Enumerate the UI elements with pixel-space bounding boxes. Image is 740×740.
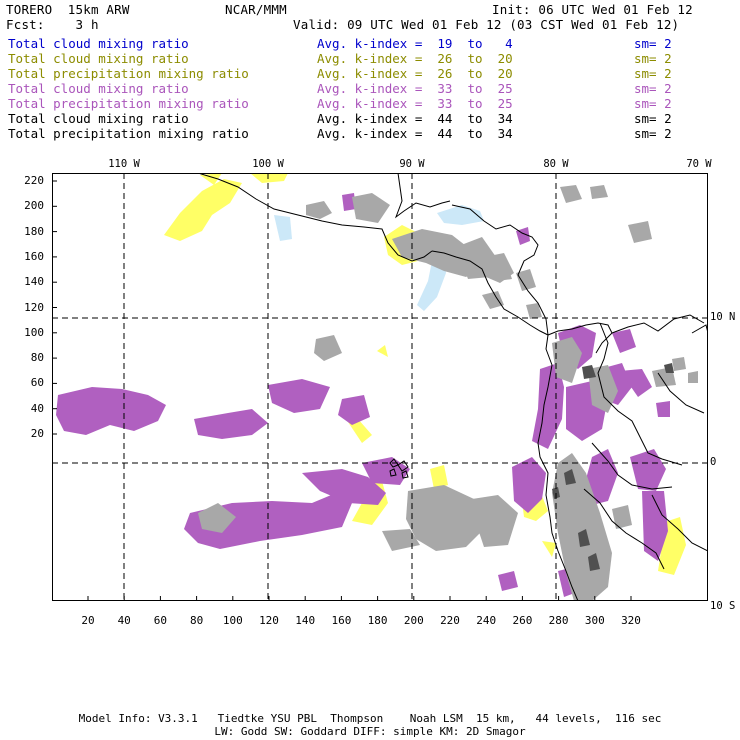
y-tick-label: 60 bbox=[30, 376, 44, 390]
y-tick-label: 100 bbox=[24, 325, 44, 339]
legend-row: Total precipitation mixing ratio Avg. k-i… bbox=[0, 96, 740, 111]
legend-field: Total precipitation mixing ratio bbox=[8, 96, 249, 111]
x-tick-label: 20 bbox=[81, 614, 95, 627]
y-tick-label: 140 bbox=[24, 275, 44, 289]
x-tick-label: 40 bbox=[117, 614, 131, 627]
longitude-label: 70 W bbox=[686, 158, 712, 170]
galapagos-islands bbox=[389, 458, 409, 479]
legend-row: Total cloud mixing ratio Avg. k-index = 4… bbox=[0, 111, 740, 126]
y-tick-label: 220 bbox=[24, 174, 44, 187]
legend-k-index: Avg. k-index = 44 to 34 bbox=[317, 126, 513, 141]
y-tick-label: 20 bbox=[30, 427, 44, 440]
latitude-label: 10 N bbox=[710, 311, 736, 323]
x-tick-label: 180 bbox=[367, 614, 388, 627]
lat-lon-grid bbox=[52, 173, 708, 601]
y-tick-label: 40 bbox=[30, 401, 44, 415]
legend-row: Total cloud mixing ratio Avg. k-index = 2… bbox=[0, 51, 740, 66]
legend-k-index: Avg. k-index = 44 to 34 bbox=[317, 111, 513, 126]
x-tick-label: 140 bbox=[295, 614, 316, 627]
latitude-label: 0 bbox=[710, 456, 717, 468]
model-info-line2: LW: Godd SW: Goddard DIFF: simple KM: 2D… bbox=[214, 725, 526, 738]
forecast-hour: Fcst: 3 h bbox=[6, 17, 99, 32]
legend-smoothing: sm= 2 bbox=[634, 111, 672, 126]
legend-k-index: Avg. k-index = 33 to 25 bbox=[317, 81, 513, 96]
map-frame bbox=[52, 173, 708, 601]
legend-field: Total precipitation mixing ratio bbox=[8, 66, 249, 81]
valid-time: Valid: 09 UTC Wed 01 Feb 12 (03 CST Wed … bbox=[293, 17, 680, 32]
weather-map bbox=[52, 173, 708, 601]
init-time: Init: 06 UTC Wed 01 Feb 12 bbox=[492, 2, 693, 17]
legend-field: Total cloud mixing ratio bbox=[8, 51, 189, 66]
y-tick-label: 200 bbox=[24, 199, 44, 213]
longitude-label: 110 W bbox=[108, 158, 140, 170]
x-tick-label: 300 bbox=[584, 614, 605, 627]
legend-field: Total cloud mixing ratio bbox=[8, 111, 189, 126]
x-tick-label: 220 bbox=[440, 614, 460, 627]
x-tick-label: 320 bbox=[621, 614, 641, 627]
legend-row: Total precipitation mixing ratio Avg. k-i… bbox=[0, 66, 740, 81]
legend-k-index: Avg. k-index = 33 to 25 bbox=[317, 96, 513, 111]
legend-field: Total cloud mixing ratio bbox=[8, 81, 189, 96]
model-info-line1: Model Info: V3.3.1 Tiedtke YSU PBL Thomp… bbox=[78, 712, 662, 725]
x-tick-label: 100 bbox=[222, 614, 243, 627]
legend-smoothing: sm= 2 bbox=[634, 36, 672, 51]
coastlines bbox=[197, 173, 708, 601]
legend-row: Total precipitation mixing ratio Avg. k-i… bbox=[0, 126, 740, 141]
legend-k-index: Avg. k-index = 19 to 4 bbox=[317, 36, 513, 51]
organization-label: NCAR/MMM bbox=[225, 2, 287, 17]
x-tick-label: 260 bbox=[512, 614, 533, 627]
longitude-label: 100 W bbox=[252, 158, 284, 170]
latitude-label: 10 S bbox=[710, 600, 736, 612]
longitude-label: 80 W bbox=[543, 158, 569, 170]
legend-k-index: Avg. k-index = 26 to 20 bbox=[317, 51, 513, 66]
x-tick-label: 280 bbox=[548, 614, 569, 627]
legend-field: Total cloud mixing ratio bbox=[8, 36, 189, 51]
x-tick-label: 120 bbox=[259, 614, 279, 627]
x-tick-label: 60 bbox=[153, 614, 168, 627]
x-tick-label: 80 bbox=[189, 614, 204, 627]
x-tick-label: 160 bbox=[331, 614, 352, 627]
legend-row: Total cloud mixing ratio Avg. k-index = 3… bbox=[0, 81, 740, 96]
legend-k-index: Avg. k-index = 26 to 20 bbox=[317, 66, 513, 81]
longitude-label: 90 W bbox=[399, 158, 425, 170]
x-tick-label: 240 bbox=[476, 614, 497, 627]
legend-smoothing: sm= 2 bbox=[634, 51, 672, 66]
legend-smoothing: sm= 2 bbox=[634, 126, 672, 141]
legend-smoothing: sm= 2 bbox=[634, 66, 672, 81]
model-title: TORERO 15km ARW bbox=[6, 2, 130, 17]
y-tick-label: 80 bbox=[30, 351, 44, 365]
legend-field: Total precipitation mixing ratio bbox=[8, 126, 249, 141]
y-tick-label: 120 bbox=[24, 300, 44, 314]
legend-smoothing: sm= 2 bbox=[634, 96, 672, 111]
legend-smoothing: sm= 2 bbox=[634, 81, 672, 96]
x-tick-label: 200 bbox=[403, 614, 424, 627]
y-tick-label: 180 bbox=[24, 224, 44, 238]
y-tick-label: 160 bbox=[24, 249, 44, 263]
legend-row: Total cloud mixing ratio Avg. k-index = 1… bbox=[0, 36, 740, 51]
